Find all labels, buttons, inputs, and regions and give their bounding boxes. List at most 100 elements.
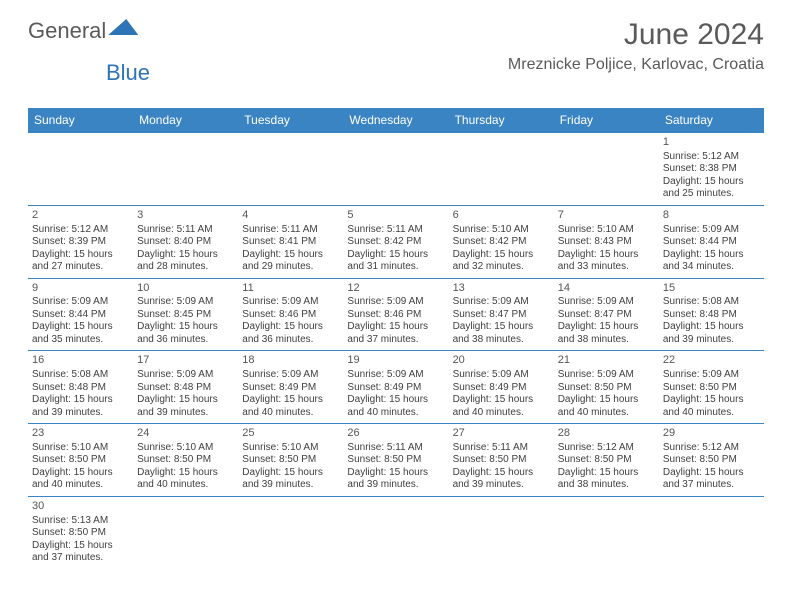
sunset-text: Sunset: 8:50 PM [453, 454, 550, 467]
sunset-text: Sunset: 8:46 PM [347, 309, 444, 322]
daylight-text: Daylight: 15 hours [137, 249, 234, 262]
day-header: Friday [554, 108, 659, 133]
daylight-text: and 36 minutes. [137, 334, 234, 347]
day-number: 21 [558, 354, 655, 368]
daylight-text: and 29 minutes. [242, 261, 339, 274]
day-number: 19 [347, 354, 444, 368]
sunset-text: Sunset: 8:50 PM [242, 454, 339, 467]
calendar-cell: 17Sunrise: 5:09 AMSunset: 8:48 PMDayligh… [133, 351, 238, 424]
sunset-text: Sunset: 8:50 PM [347, 454, 444, 467]
daylight-text: and 40 minutes. [242, 407, 339, 420]
sunset-text: Sunset: 8:45 PM [137, 309, 234, 322]
sunset-text: Sunset: 8:50 PM [558, 382, 655, 395]
sunrise-text: Sunrise: 5:10 AM [32, 442, 129, 455]
sunset-text: Sunset: 8:49 PM [347, 382, 444, 395]
daylight-text: Daylight: 15 hours [347, 249, 444, 262]
daylight-text: Daylight: 15 hours [453, 321, 550, 334]
day-number: 11 [242, 282, 339, 296]
sunset-text: Sunset: 8:42 PM [347, 236, 444, 249]
calendar-cell [343, 133, 448, 206]
sunset-text: Sunset: 8:39 PM [32, 236, 129, 249]
calendar-cell: 21Sunrise: 5:09 AMSunset: 8:50 PMDayligh… [554, 351, 659, 424]
day-number: 22 [663, 354, 760, 368]
sunset-text: Sunset: 8:42 PM [453, 236, 550, 249]
daylight-text: Daylight: 15 hours [137, 321, 234, 334]
sunrise-text: Sunrise: 5:09 AM [558, 296, 655, 309]
calendar-cell: 3Sunrise: 5:11 AMSunset: 8:40 PMDaylight… [133, 205, 238, 278]
calendar-cell: 9Sunrise: 5:09 AMSunset: 8:44 PMDaylight… [28, 278, 133, 351]
calendar-cell [343, 496, 448, 568]
daylight-text: and 39 minutes. [242, 479, 339, 492]
sunrise-text: Sunrise: 5:12 AM [663, 151, 760, 164]
daylight-text: Daylight: 15 hours [558, 394, 655, 407]
daylight-text: and 37 minutes. [347, 334, 444, 347]
day-number: 25 [242, 427, 339, 441]
day-number: 3 [137, 209, 234, 223]
daylight-text: and 40 minutes. [558, 407, 655, 420]
daylight-text: and 31 minutes. [347, 261, 444, 274]
daylight-text: and 37 minutes. [663, 479, 760, 492]
daylight-text: and 39 minutes. [453, 479, 550, 492]
sunrise-text: Sunrise: 5:09 AM [137, 369, 234, 382]
daylight-text: Daylight: 15 hours [137, 467, 234, 480]
daylight-text: and 33 minutes. [558, 261, 655, 274]
calendar-week-row: 2Sunrise: 5:12 AMSunset: 8:39 PMDaylight… [28, 205, 764, 278]
sunrise-text: Sunrise: 5:09 AM [137, 296, 234, 309]
sunrise-text: Sunrise: 5:13 AM [32, 515, 129, 528]
calendar-cell: 29Sunrise: 5:12 AMSunset: 8:50 PMDayligh… [659, 424, 764, 497]
daylight-text: and 40 minutes. [32, 479, 129, 492]
calendar-cell: 11Sunrise: 5:09 AMSunset: 8:46 PMDayligh… [238, 278, 343, 351]
calendar-cell: 19Sunrise: 5:09 AMSunset: 8:49 PMDayligh… [343, 351, 448, 424]
calendar-week-row: 23Sunrise: 5:10 AMSunset: 8:50 PMDayligh… [28, 424, 764, 497]
daylight-text: Daylight: 15 hours [663, 394, 760, 407]
sunrise-text: Sunrise: 5:10 AM [453, 224, 550, 237]
day-number: 7 [558, 209, 655, 223]
daylight-text: Daylight: 15 hours [558, 467, 655, 480]
day-header: Tuesday [238, 108, 343, 133]
calendar-cell: 26Sunrise: 5:11 AMSunset: 8:50 PMDayligh… [343, 424, 448, 497]
daylight-text: and 35 minutes. [32, 334, 129, 347]
day-number: 20 [453, 354, 550, 368]
sunrise-text: Sunrise: 5:10 AM [137, 442, 234, 455]
sunset-text: Sunset: 8:41 PM [242, 236, 339, 249]
daylight-text: and 40 minutes. [347, 407, 444, 420]
sunrise-text: Sunrise: 5:11 AM [347, 442, 444, 455]
sunrise-text: Sunrise: 5:09 AM [453, 369, 550, 382]
sunrise-text: Sunrise: 5:09 AM [663, 369, 760, 382]
day-header: Monday [133, 108, 238, 133]
day-number: 16 [32, 354, 129, 368]
day-number: 28 [558, 427, 655, 441]
calendar-cell: 15Sunrise: 5:08 AMSunset: 8:48 PMDayligh… [659, 278, 764, 351]
calendar-cell [659, 496, 764, 568]
sunset-text: Sunset: 8:50 PM [137, 454, 234, 467]
sunrise-text: Sunrise: 5:08 AM [663, 296, 760, 309]
daylight-text: Daylight: 15 hours [558, 249, 655, 262]
daylight-text: and 38 minutes. [453, 334, 550, 347]
day-number: 17 [137, 354, 234, 368]
daylight-text: Daylight: 15 hours [347, 467, 444, 480]
daylight-text: and 39 minutes. [663, 334, 760, 347]
sunset-text: Sunset: 8:50 PM [32, 454, 129, 467]
sunset-text: Sunset: 8:40 PM [137, 236, 234, 249]
daylight-text: Daylight: 15 hours [32, 249, 129, 262]
day-number: 23 [32, 427, 129, 441]
sunrise-text: Sunrise: 5:12 AM [663, 442, 760, 455]
calendar-cell: 24Sunrise: 5:10 AMSunset: 8:50 PMDayligh… [133, 424, 238, 497]
daylight-text: Daylight: 15 hours [663, 467, 760, 480]
day-number: 10 [137, 282, 234, 296]
calendar-cell [28, 133, 133, 206]
daylight-text: and 37 minutes. [32, 552, 129, 565]
sunrise-text: Sunrise: 5:11 AM [242, 224, 339, 237]
sunset-text: Sunset: 8:50 PM [663, 382, 760, 395]
daylight-text: Daylight: 15 hours [453, 394, 550, 407]
sunrise-text: Sunrise: 5:11 AM [137, 224, 234, 237]
sunrise-text: Sunrise: 5:09 AM [242, 296, 339, 309]
calendar-week-row: 1Sunrise: 5:12 AMSunset: 8:38 PMDaylight… [28, 133, 764, 206]
calendar-cell: 12Sunrise: 5:09 AMSunset: 8:46 PMDayligh… [343, 278, 448, 351]
day-number: 8 [663, 209, 760, 223]
daylight-text: and 25 minutes. [663, 188, 760, 201]
daylight-text: Daylight: 15 hours [32, 321, 129, 334]
day-number: 18 [242, 354, 339, 368]
calendar-week-row: 30Sunrise: 5:13 AMSunset: 8:50 PMDayligh… [28, 496, 764, 568]
daylight-text: Daylight: 15 hours [663, 249, 760, 262]
